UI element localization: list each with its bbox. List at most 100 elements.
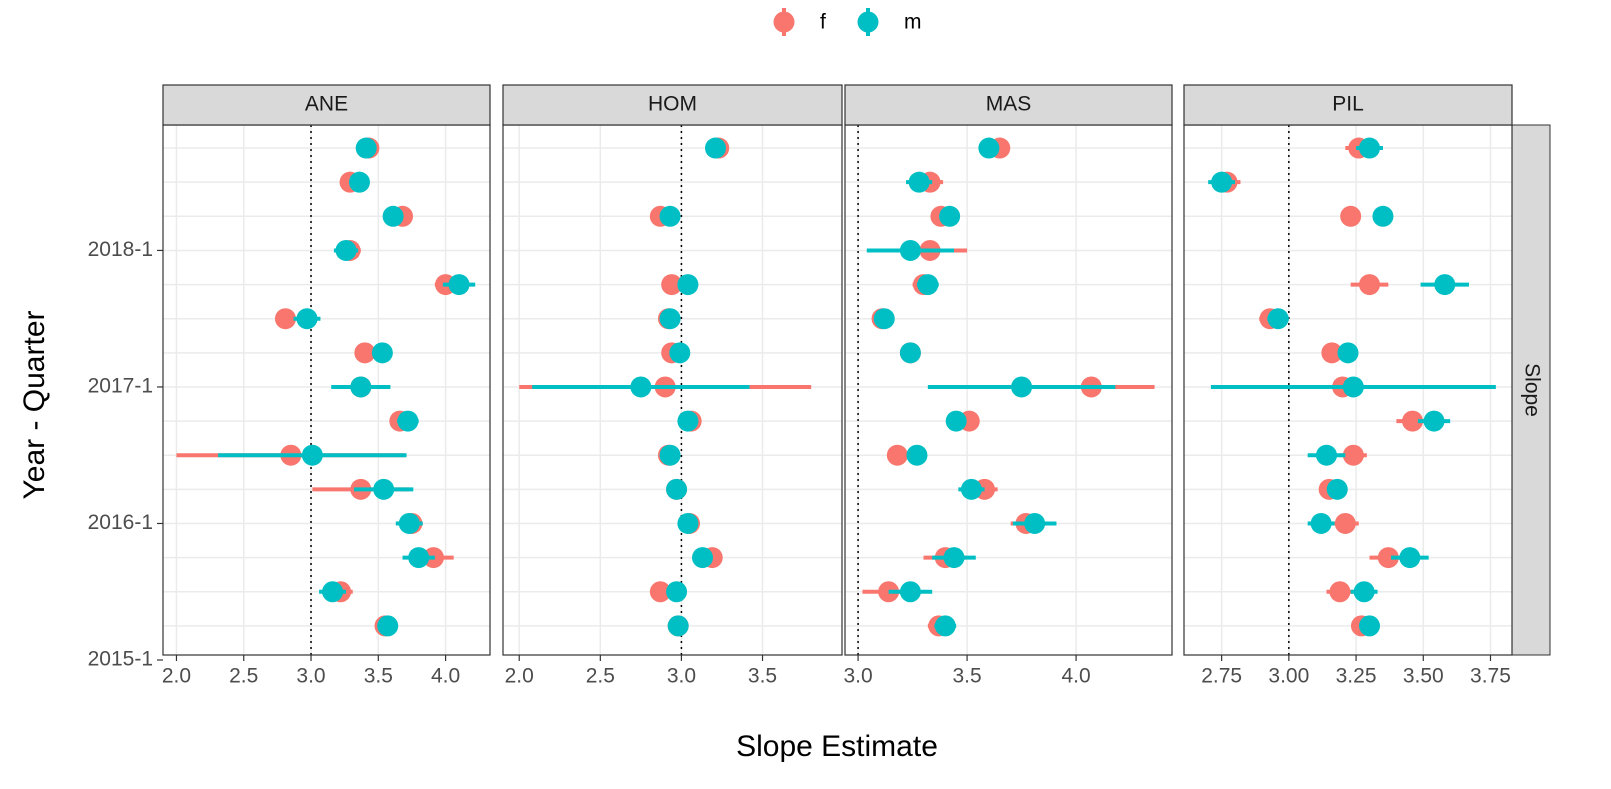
point xyxy=(1211,171,1233,193)
legend-label: f xyxy=(820,11,826,34)
point xyxy=(274,308,296,330)
point xyxy=(1329,581,1351,603)
point xyxy=(908,171,930,193)
point xyxy=(886,444,908,466)
point xyxy=(1434,274,1456,296)
y-tick-label: 2018-1 xyxy=(88,238,153,261)
point xyxy=(377,615,399,637)
point xyxy=(945,410,967,432)
row-strip-label: Slope xyxy=(1520,363,1543,417)
x-tick-label: 3.0 xyxy=(843,665,872,688)
point xyxy=(659,205,681,227)
point xyxy=(1372,205,1394,227)
point xyxy=(1399,547,1421,569)
point xyxy=(677,410,699,432)
facet-label: PIL xyxy=(1332,93,1364,116)
point xyxy=(692,547,714,569)
point xyxy=(373,478,395,500)
facet-strip xyxy=(844,84,1173,126)
point xyxy=(677,512,699,534)
point xyxy=(322,581,344,603)
x-tick-label: 2.0 xyxy=(505,665,534,688)
point xyxy=(397,410,419,432)
point xyxy=(354,342,376,364)
point xyxy=(1334,512,1356,534)
point xyxy=(906,444,928,466)
facet-strip xyxy=(502,84,843,126)
point xyxy=(382,205,404,227)
point xyxy=(934,615,956,637)
x-tick-label: 2.5 xyxy=(229,665,258,688)
x-tick-label: 3.5 xyxy=(364,665,393,688)
row-strip xyxy=(1511,124,1551,656)
y-tick-label: 2016-1 xyxy=(88,511,153,534)
x-axis-title: Slope Estimate xyxy=(736,730,938,763)
point xyxy=(371,342,393,364)
point xyxy=(398,512,420,534)
x-tick-label: 4.0 xyxy=(431,665,460,688)
point xyxy=(667,615,689,637)
point xyxy=(1353,581,1375,603)
point xyxy=(355,137,377,159)
point xyxy=(1315,444,1337,466)
point xyxy=(348,171,370,193)
x-tick-label: 2.0 xyxy=(162,665,191,688)
point xyxy=(1359,137,1381,159)
point xyxy=(1359,274,1381,296)
x-tick-label: 2.75 xyxy=(1201,665,1242,688)
x-tick-label: 3.5 xyxy=(952,665,981,688)
point xyxy=(978,137,1000,159)
facet-label: MAS xyxy=(986,93,1032,116)
point xyxy=(661,274,683,296)
legend-key xyxy=(773,11,795,33)
facet-strip xyxy=(1183,84,1513,126)
x-tick-label: 3.50 xyxy=(1403,665,1444,688)
point xyxy=(659,444,681,466)
point xyxy=(1340,205,1362,227)
point xyxy=(1423,410,1445,432)
point xyxy=(666,581,688,603)
point xyxy=(630,376,652,398)
point xyxy=(899,342,921,364)
point xyxy=(943,547,965,569)
point xyxy=(408,547,430,569)
point xyxy=(899,581,921,603)
point xyxy=(1377,547,1399,569)
point xyxy=(1267,308,1289,330)
point xyxy=(939,205,961,227)
x-tick-label: 3.00 xyxy=(1268,665,1309,688)
point xyxy=(1402,410,1424,432)
point xyxy=(1359,615,1381,637)
point xyxy=(899,239,921,261)
point xyxy=(669,342,691,364)
facet-label: HOM xyxy=(648,93,697,116)
facet-label: ANE xyxy=(305,93,348,116)
x-tick-label: 3.5 xyxy=(748,665,777,688)
point xyxy=(666,478,688,500)
point xyxy=(296,308,318,330)
x-tick-label: 3.0 xyxy=(296,665,325,688)
legend-key xyxy=(857,11,879,33)
x-tick-label: 4.0 xyxy=(1061,665,1090,688)
point xyxy=(1011,376,1033,398)
y-tick-label: 2017-1 xyxy=(88,375,153,398)
panel-background xyxy=(845,125,1172,655)
point xyxy=(704,137,726,159)
point xyxy=(1310,512,1332,534)
point xyxy=(1024,512,1046,534)
x-tick-label: 3.25 xyxy=(1336,665,1377,688)
point xyxy=(1337,342,1359,364)
point xyxy=(1326,478,1348,500)
point xyxy=(649,581,671,603)
point xyxy=(873,308,895,330)
facet-strip xyxy=(162,84,491,126)
y-tick-label: 2015-1 xyxy=(88,648,153,671)
legend-label: m xyxy=(904,11,922,34)
point xyxy=(1342,376,1364,398)
point xyxy=(448,274,470,296)
point xyxy=(917,274,939,296)
panel-background xyxy=(163,125,490,655)
point xyxy=(960,478,982,500)
x-tick-label: 3.75 xyxy=(1470,665,1511,688)
